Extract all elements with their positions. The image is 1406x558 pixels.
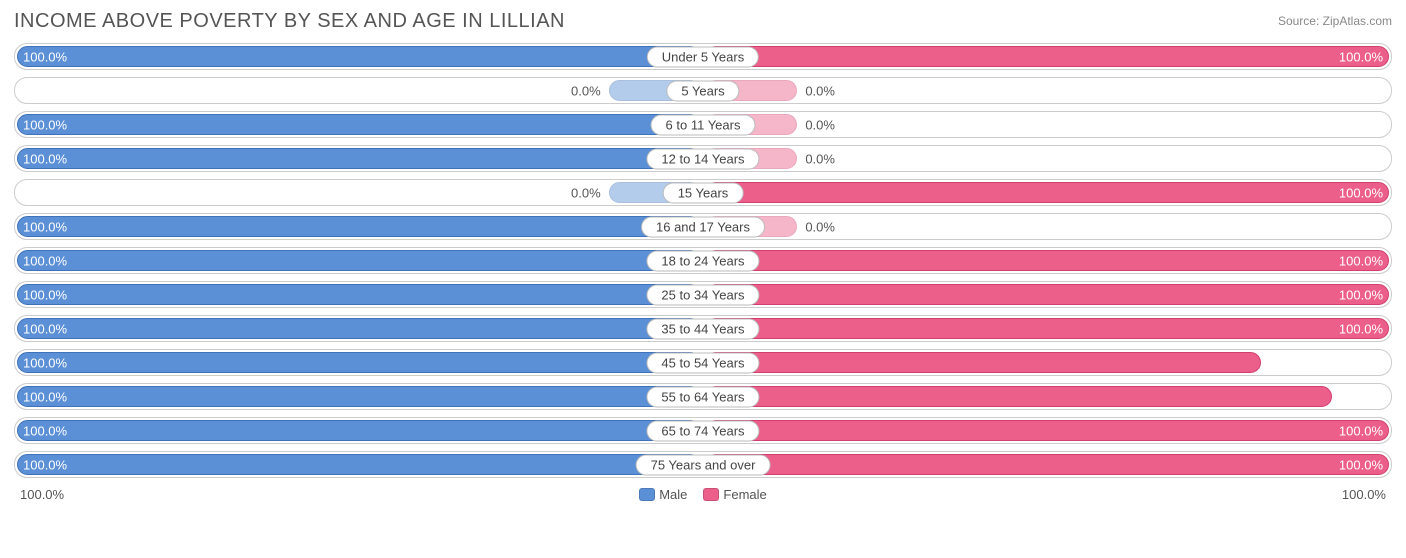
chart-row: 100.0% 100.0% 18 to 24 Years xyxy=(14,247,1392,274)
male-value: 100.0% xyxy=(23,355,67,370)
category-label: 15 Years xyxy=(663,182,744,203)
female-bar xyxy=(705,454,1389,475)
category-label: 12 to 14 Years xyxy=(646,148,759,169)
female-swatch xyxy=(703,488,719,501)
category-label: 35 to 44 Years xyxy=(646,318,759,339)
male-bar xyxy=(17,420,701,441)
chart-row: 100.0% 100.0% 35 to 44 Years xyxy=(14,315,1392,342)
category-label: 5 Years xyxy=(666,80,739,101)
male-value: 100.0% xyxy=(23,49,67,64)
male-bar xyxy=(17,114,701,135)
female-value: 100.0% xyxy=(1339,457,1383,472)
female-bar xyxy=(705,250,1389,271)
male-value: 100.0% xyxy=(23,151,67,166)
female-value: 100.0% xyxy=(1339,321,1383,336)
male-value: 100.0% xyxy=(23,287,67,302)
male-value: 100.0% xyxy=(23,219,67,234)
category-label: 18 to 24 Years xyxy=(646,250,759,271)
chart-row: 100.0% 100.0% 25 to 34 Years xyxy=(14,281,1392,308)
category-label: 16 and 17 Years xyxy=(641,216,765,237)
male-bar xyxy=(17,216,701,237)
category-label: Under 5 Years xyxy=(647,46,759,67)
axis-row: 100.0% Male Female 100.0% xyxy=(14,485,1392,502)
chart-row: 100.0% 81.4% 45 to 54 Years xyxy=(14,349,1392,376)
chart-row: 100.0% 0.0% 6 to 11 Years xyxy=(14,111,1392,138)
male-value: 100.0% xyxy=(23,253,67,268)
chart-row: 100.0% 100.0% Under 5 Years xyxy=(14,43,1392,70)
male-value: 100.0% xyxy=(23,117,67,132)
female-value: 0.0% xyxy=(805,83,835,98)
male-value: 0.0% xyxy=(571,83,601,98)
chart-row: 100.0% 0.0% 12 to 14 Years xyxy=(14,145,1392,172)
female-value: 100.0% xyxy=(1339,423,1383,438)
chart-row: 100.0% 100.0% 65 to 74 Years xyxy=(14,417,1392,444)
chart-row: 0.0% 100.0% 15 Years xyxy=(14,179,1392,206)
legend-item-female: Female xyxy=(703,487,766,502)
female-bar xyxy=(705,352,1261,373)
female-value: 81.4% xyxy=(1346,355,1383,370)
category-label: 75 Years and over xyxy=(636,454,771,475)
male-bar xyxy=(17,318,701,339)
female-value: 0.0% xyxy=(805,151,835,166)
female-value: 100.0% xyxy=(1339,49,1383,64)
legend-male-label: Male xyxy=(659,487,687,502)
male-value: 100.0% xyxy=(23,389,67,404)
female-bar xyxy=(705,46,1389,67)
chart-row: 100.0% 91.7% 55 to 64 Years xyxy=(14,383,1392,410)
male-bar xyxy=(17,352,701,373)
chart-row: 0.0% 0.0% 5 Years xyxy=(14,77,1392,104)
male-bar xyxy=(17,284,701,305)
male-swatch xyxy=(639,488,655,501)
female-value: 100.0% xyxy=(1339,185,1383,200)
legend-female-label: Female xyxy=(723,487,766,502)
male-bar xyxy=(17,250,701,271)
chart-source: Source: ZipAtlas.com xyxy=(1278,14,1392,28)
chart-title: INCOME ABOVE POVERTY BY SEX AND AGE IN L… xyxy=(14,10,565,33)
legend: Male Female xyxy=(639,487,767,502)
axis-right-label: 100.0% xyxy=(1342,487,1386,502)
male-bar xyxy=(17,148,701,169)
female-bar xyxy=(705,386,1332,407)
male-value: 0.0% xyxy=(571,185,601,200)
chart-row: 100.0% 0.0% 16 and 17 Years xyxy=(14,213,1392,240)
category-label: 45 to 54 Years xyxy=(646,352,759,373)
category-label: 65 to 74 Years xyxy=(646,420,759,441)
female-bar xyxy=(705,420,1389,441)
category-label: 25 to 34 Years xyxy=(646,284,759,305)
female-value: 100.0% xyxy=(1339,287,1383,302)
male-value: 100.0% xyxy=(23,321,67,336)
male-value: 100.0% xyxy=(23,423,67,438)
male-bar xyxy=(17,386,701,407)
male-value: 100.0% xyxy=(23,457,67,472)
female-bar xyxy=(705,182,1389,203)
legend-item-male: Male xyxy=(639,487,687,502)
female-value: 0.0% xyxy=(805,219,835,234)
category-label: 6 to 11 Years xyxy=(651,114,756,135)
female-value: 91.7% xyxy=(1346,389,1383,404)
category-label: 55 to 64 Years xyxy=(646,386,759,407)
female-value: 100.0% xyxy=(1339,253,1383,268)
female-bar xyxy=(705,284,1389,305)
chart-header: INCOME ABOVE POVERTY BY SEX AND AGE IN L… xyxy=(14,10,1392,33)
female-bar xyxy=(705,318,1389,339)
female-value: 0.0% xyxy=(805,117,835,132)
male-bar xyxy=(17,46,701,67)
chart-row: 100.0% 100.0% 75 Years and over xyxy=(14,451,1392,478)
diverging-bar-chart: 100.0% 100.0% Under 5 Years 0.0% 0.0% 5 Years… xyxy=(14,43,1392,478)
male-bar xyxy=(17,454,701,475)
axis-left-label: 100.0% xyxy=(20,487,64,502)
